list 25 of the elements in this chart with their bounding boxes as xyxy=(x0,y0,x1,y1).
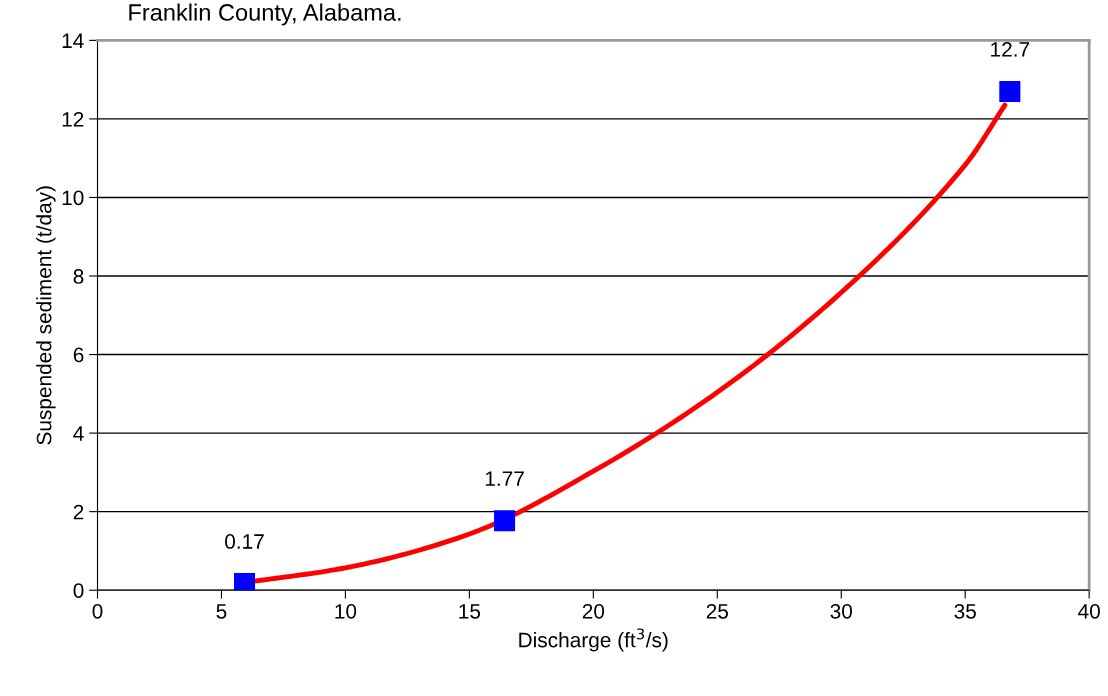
y-tick-label: 0 xyxy=(73,583,84,598)
chart-title: Franklin County, Alabama. xyxy=(129,3,401,26)
x-tick-label: 5 xyxy=(216,604,227,619)
y-tick-label: 14 xyxy=(62,33,84,48)
y-tick-label: 6 xyxy=(73,347,84,363)
y-tick-label: 8 xyxy=(73,269,84,284)
x-tick-label: 20 xyxy=(582,603,605,619)
point xyxy=(999,80,1021,102)
y-tick-label: 12 xyxy=(62,111,84,127)
point xyxy=(494,510,516,532)
y-tick-label: 10 xyxy=(62,190,84,206)
data-label: 12.7 xyxy=(991,42,1030,57)
y-tick-label: 4 xyxy=(73,426,84,441)
x-tick-label: 10 xyxy=(335,603,357,619)
x-axis-title: Discharge (ft$^{3}$/s) xyxy=(519,628,668,652)
data-label: 1.77 xyxy=(485,471,524,486)
x-tick-label: 30 xyxy=(830,603,853,619)
data-label: 0.17 xyxy=(225,534,264,549)
x-tick-label: 0 xyxy=(92,603,103,619)
x-tick-label: 15 xyxy=(459,604,481,619)
x-tick-label: 40 xyxy=(1078,603,1100,619)
y-tick-label: 2 xyxy=(73,504,84,520)
x-tick-label: 35 xyxy=(954,603,976,619)
x-tick-label: 25 xyxy=(706,603,729,619)
y-axis-title: Suspended sediment (t/day) xyxy=(36,186,56,445)
